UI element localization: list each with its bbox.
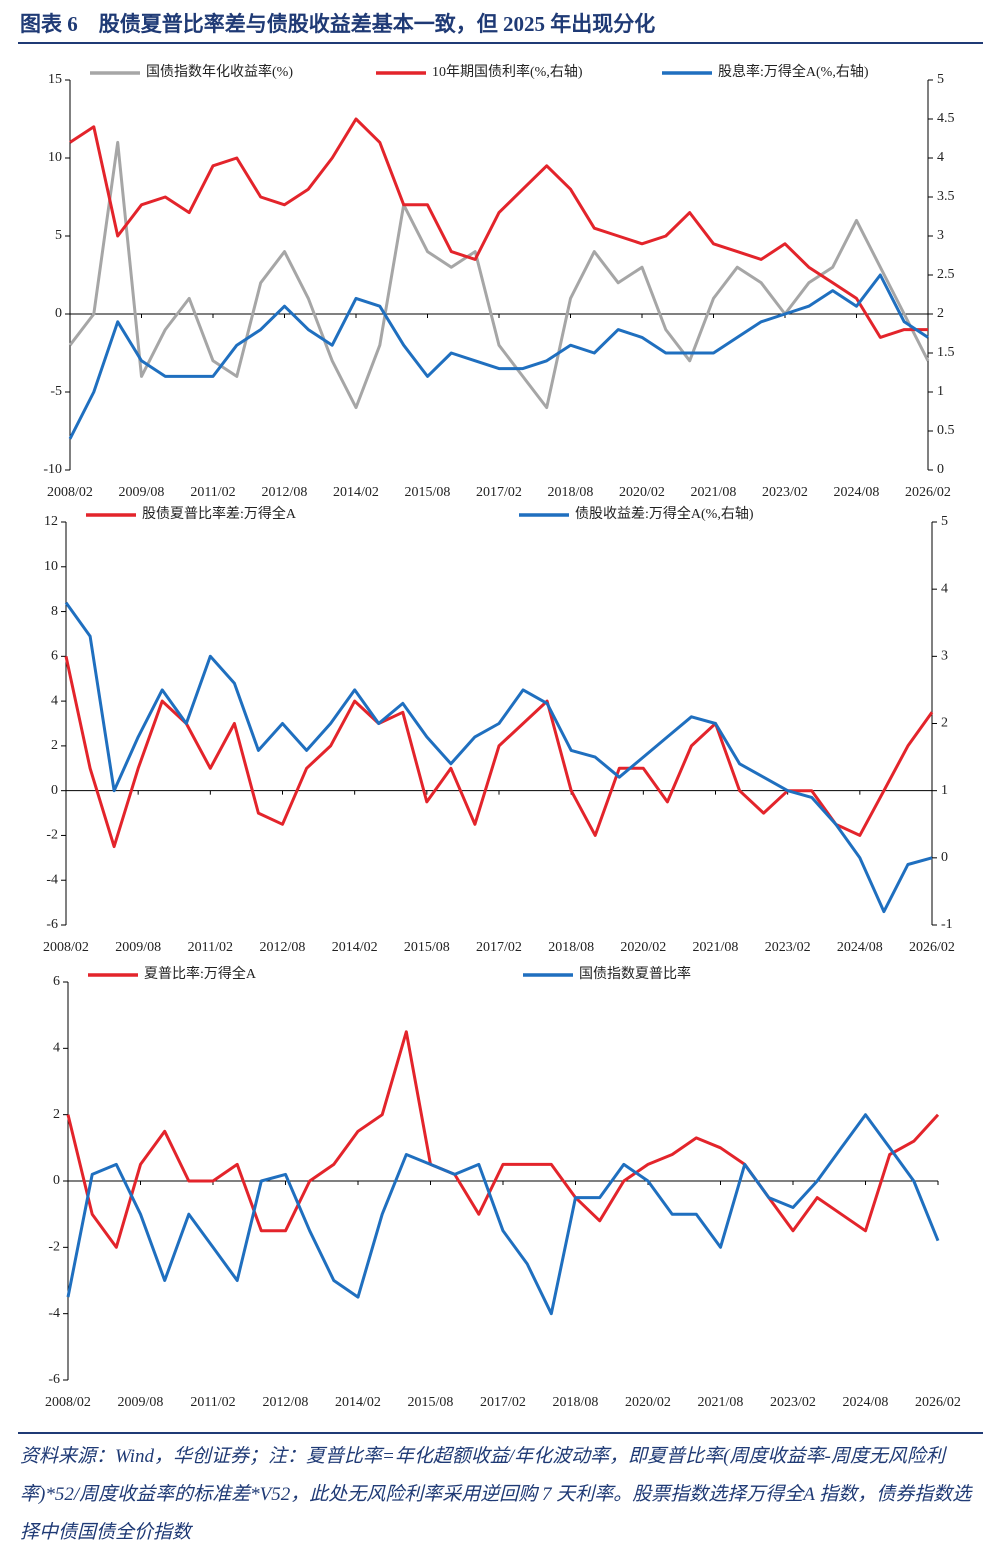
x-tick-label: 2008/02 — [45, 1395, 91, 1410]
x-tick-label: 2017/02 — [476, 485, 522, 500]
y2-tick-label: 1 — [941, 783, 948, 798]
x-tick-label: 2014/02 — [332, 940, 378, 955]
x-tick-label: 2021/08 — [698, 1395, 744, 1410]
x-tick-label: 2009/08 — [118, 1395, 164, 1410]
y-tick-label: 6 — [53, 974, 60, 989]
x-tick-label: 2026/02 — [905, 485, 951, 500]
y2-tick-label: 1.5 — [937, 345, 955, 360]
y2-tick-label: 4.5 — [937, 111, 955, 126]
x-tick-label: 2009/08 — [115, 940, 161, 955]
y2-tick-label: 0 — [937, 462, 944, 477]
y-tick-label: -4 — [48, 1306, 60, 1321]
x-tick-label: 2011/02 — [188, 940, 233, 955]
x-tick-label: 2011/02 — [190, 1395, 235, 1410]
x-tick-label: 2018/08 — [553, 1395, 599, 1410]
x-tick-label: 2026/02 — [909, 940, 955, 955]
y-tick-label: -6 — [48, 1372, 60, 1387]
y-tick-label: 2 — [53, 1107, 60, 1122]
y2-tick-label: -1 — [941, 917, 953, 932]
x-tick-label: 2008/02 — [43, 940, 89, 955]
x-tick-label: 2024/08 — [843, 1395, 889, 1410]
x-tick-label: 2015/08 — [408, 1395, 454, 1410]
x-tick-label: 2018/08 — [548, 485, 594, 500]
x-tick-label: 2020/02 — [619, 485, 665, 500]
y2-tick-label: 2 — [941, 716, 948, 731]
note-rule — [18, 1432, 983, 1434]
series-line — [66, 1113, 940, 1316]
x-tick-label: 2023/02 — [770, 1395, 816, 1410]
page-title: 图表 6 股债夏普比率差与债股收益差基本一致，但 2025 年出现分化 — [20, 12, 656, 36]
y2-tick-label: 3 — [937, 228, 944, 243]
y2-tick-label: 0 — [941, 850, 948, 865]
x-tick-label: 2023/02 — [762, 485, 808, 500]
source-note: 资料来源：Wind，华创证券；注：夏普比率=年化超额收益/年化波动率，即夏普比率… — [20, 1446, 972, 1543]
x-tick-label: 2021/08 — [691, 485, 737, 500]
y2-tick-label: 5 — [941, 514, 948, 529]
y-tick-label: 0 — [55, 306, 62, 321]
y-tick-label: -2 — [48, 1240, 60, 1255]
series-line — [68, 273, 929, 440]
y2-tick-label: 2.5 — [937, 267, 955, 282]
series-line — [69, 117, 928, 339]
x-tick-label: 2012/08 — [262, 485, 308, 500]
y-tick-label: 15 — [48, 72, 62, 87]
y2-tick-label: 0.5 — [937, 423, 955, 438]
y-tick-label: 6 — [51, 649, 58, 664]
x-tick-label: 2017/02 — [476, 940, 522, 955]
y-tick-label: 10 — [44, 559, 58, 574]
x-tick-label: 2012/08 — [263, 1395, 309, 1410]
y-tick-label: 0 — [51, 783, 58, 798]
y2-tick-label: 5 — [937, 72, 944, 87]
y-tick-label: 12 — [44, 514, 58, 529]
x-tick-label: 2026/02 — [915, 1395, 961, 1410]
y2-tick-label: 4 — [937, 150, 944, 165]
x-tick-label: 2017/02 — [480, 1395, 526, 1410]
series-line — [64, 601, 933, 914]
y-tick-label: -4 — [46, 872, 58, 887]
x-tick-label: 2014/02 — [335, 1395, 381, 1410]
y-tick-label: 5 — [55, 228, 62, 243]
x-tick-label: 2008/02 — [47, 485, 93, 500]
legend-label: 10年期国债利率(%,右轴) — [432, 63, 583, 80]
y-tick-label: 8 — [51, 604, 58, 619]
x-tick-label: 2012/08 — [260, 940, 306, 955]
series-line — [66, 1030, 940, 1249]
title-rule — [18, 42, 983, 44]
y-tick-label: -5 — [50, 384, 62, 399]
y2-tick-label: 1 — [937, 384, 944, 399]
y2-tick-label: 3.5 — [937, 189, 955, 204]
legend-label: 国债指数年化收益率(%) — [146, 63, 293, 80]
y-tick-label: -6 — [46, 917, 58, 932]
legend-label: 债股收益差:万得全A(%,右轴) — [575, 505, 754, 522]
x-tick-label: 2011/02 — [190, 485, 235, 500]
x-tick-label: 2015/08 — [404, 940, 450, 955]
x-tick-label: 2021/08 — [693, 940, 739, 955]
series-line — [64, 655, 934, 849]
x-tick-label: 2024/08 — [837, 940, 883, 955]
x-tick-label: 2020/02 — [625, 1395, 671, 1410]
y-tick-label: -10 — [43, 462, 62, 477]
legend-label: 国债指数夏普比率 — [579, 965, 691, 982]
x-tick-label: 2024/08 — [834, 485, 880, 500]
x-tick-label: 2009/08 — [119, 485, 165, 500]
y-tick-label: 10 — [48, 150, 62, 165]
x-tick-label: 2018/08 — [548, 940, 594, 955]
y2-tick-label: 2 — [937, 306, 944, 321]
y-tick-label: 4 — [53, 1041, 60, 1056]
legend-label: 股债夏普比率差:万得全A — [142, 505, 297, 522]
y-tick-label: -2 — [46, 828, 58, 843]
x-tick-label: 2014/02 — [333, 485, 379, 500]
x-tick-label: 2023/02 — [765, 940, 811, 955]
legend-label: 夏普比率:万得全A — [144, 965, 257, 982]
legend-label: 股息率:万得全A(%,右轴) — [718, 63, 869, 80]
y-tick-label: 0 — [53, 1173, 60, 1188]
y-tick-label: 4 — [51, 693, 58, 708]
x-tick-label: 2020/02 — [620, 940, 666, 955]
x-tick-label: 2015/08 — [405, 485, 451, 500]
y2-tick-label: 3 — [941, 649, 948, 664]
y2-tick-label: 4 — [941, 581, 948, 596]
y-tick-label: 2 — [51, 738, 58, 753]
